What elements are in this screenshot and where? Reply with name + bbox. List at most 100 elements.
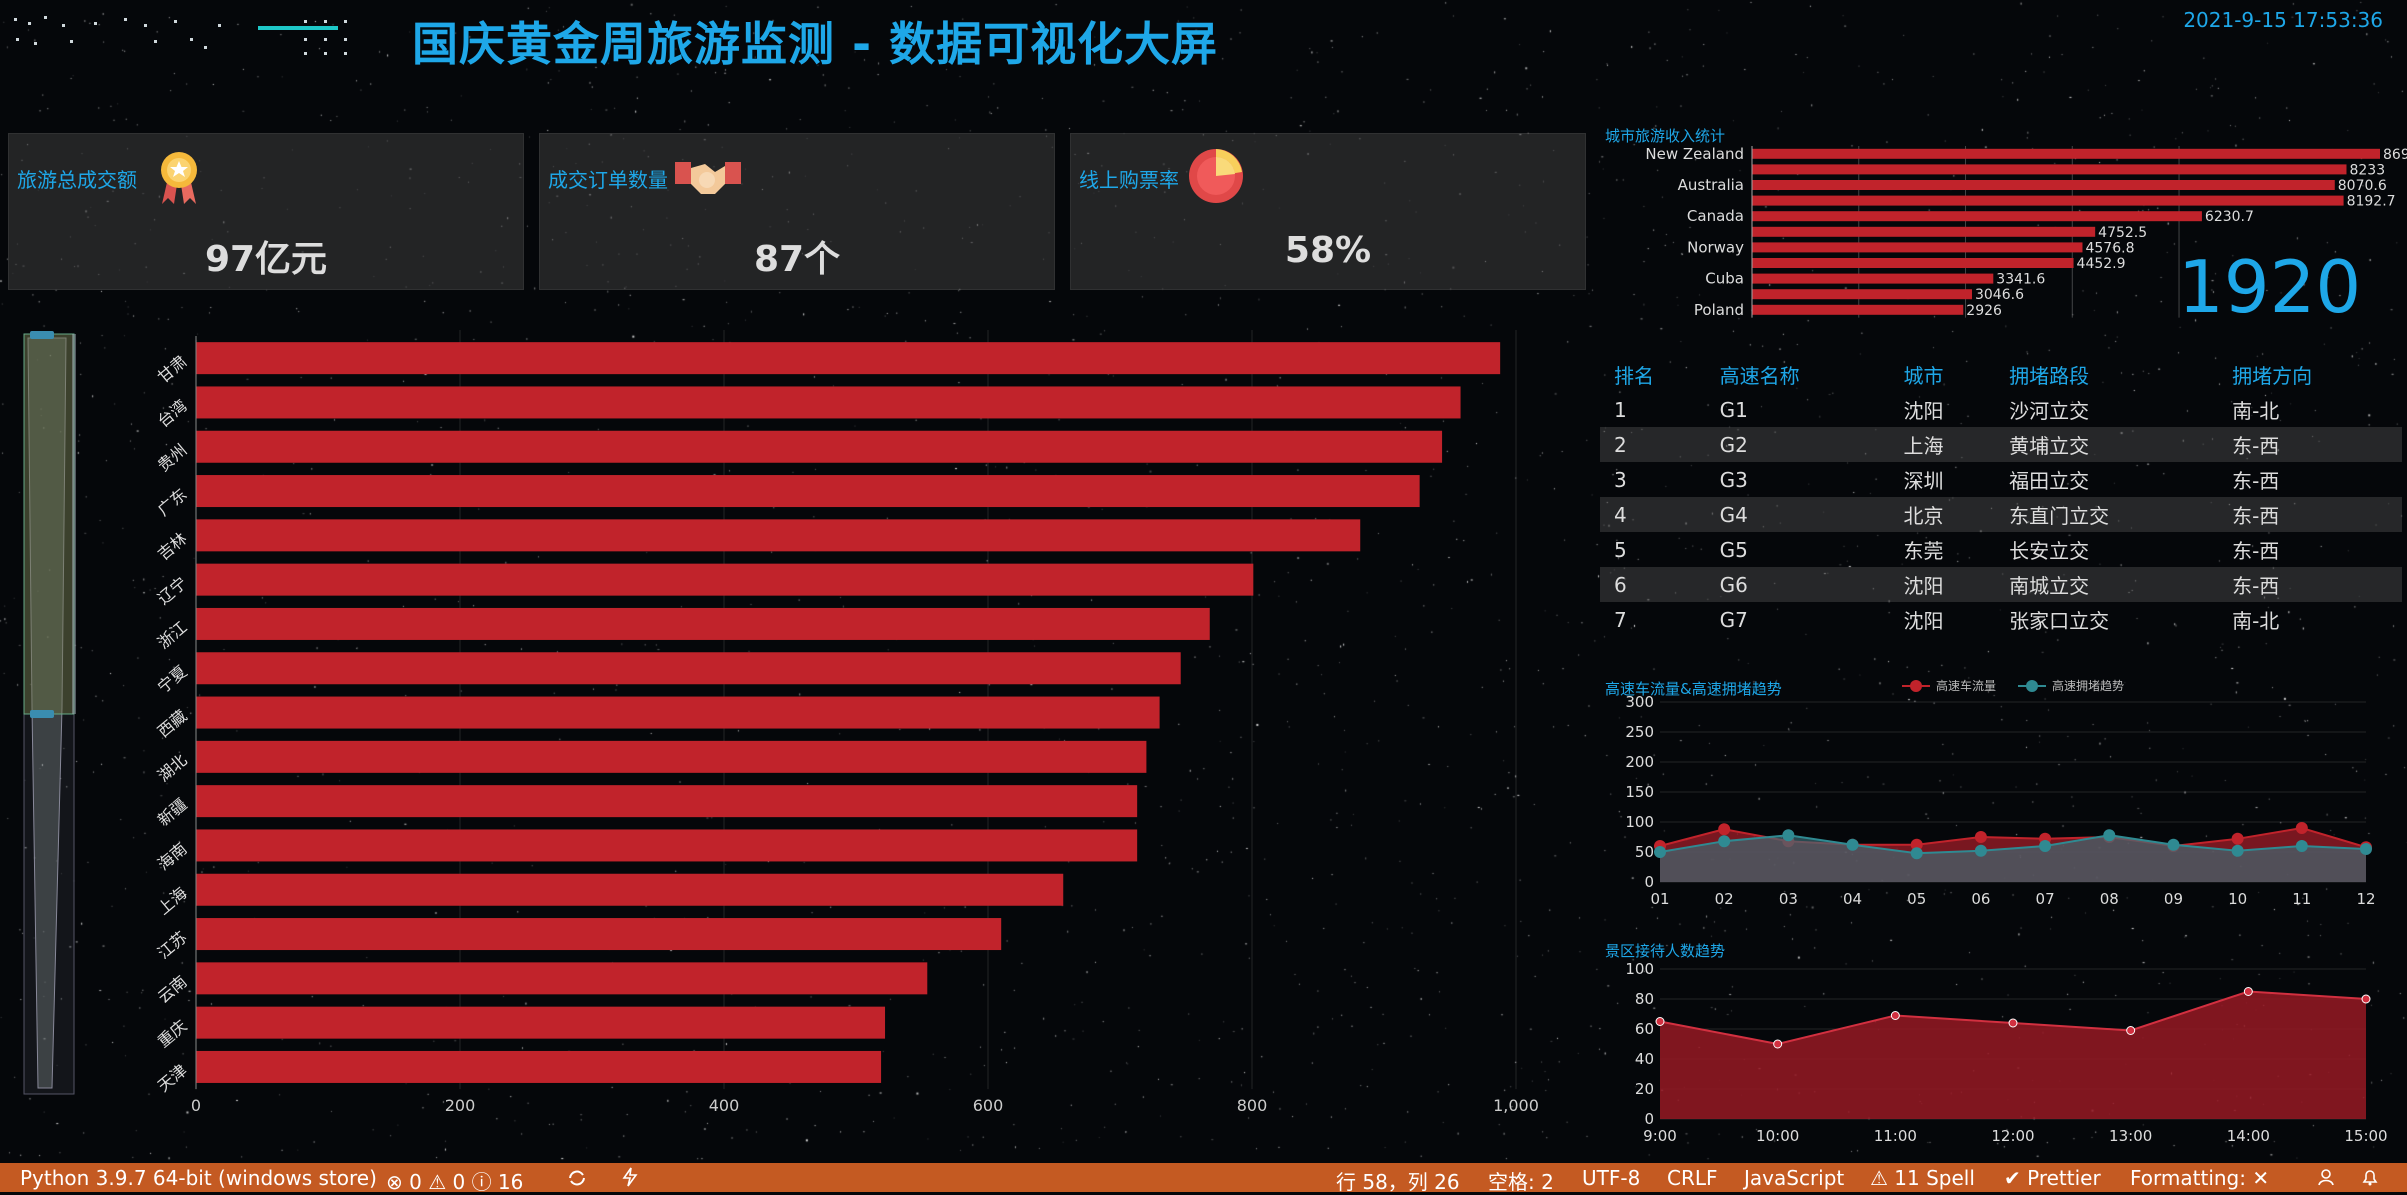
- data-point[interactable]: [2008, 1018, 2018, 1028]
- data-point[interactable]: [1773, 1039, 1783, 1049]
- table-cell: 1: [1614, 397, 1627, 422]
- bar[interactable]: [196, 696, 1160, 729]
- data-point[interactable]: [2167, 838, 2180, 851]
- data-label: 3341.6: [1996, 272, 2045, 288]
- data-point[interactable]: [2360, 843, 2372, 855]
- table-row[interactable]: 5 G5 东莞 长安立交 东-西: [1600, 532, 2402, 567]
- category-label: 广东: [154, 485, 191, 520]
- prettier-status[interactable]: ✔ Prettier: [2004, 1166, 2101, 1190]
- table-row[interactable]: 2 G2 上海 黄埔立交 东-西: [1600, 427, 2402, 462]
- bar[interactable]: [196, 607, 1210, 640]
- table-row[interactable]: 1 G1 沈阳 沙河立交 南-北: [1600, 392, 2402, 427]
- visitor-trend-chart: 0 20 40 60 80 100 9:00 10:00 11:00 12:00 13:00 14:0…: [1625, 960, 2387, 1145]
- data-point[interactable]: [1718, 823, 1731, 836]
- data-point[interactable]: [1846, 838, 1859, 851]
- bar[interactable]: [196, 962, 928, 995]
- data-point[interactable]: [2126, 1026, 2136, 1035]
- account-icon[interactable]: [2316, 1167, 2336, 1187]
- data-point[interactable]: [1974, 844, 1987, 857]
- bar[interactable]: [1752, 242, 2083, 253]
- table-row[interactable]: 6 G6 沈阳 南城立交 东-西: [1600, 567, 2402, 602]
- zoom-slider[interactable]: [16, 328, 76, 1098]
- data-point[interactable]: [2361, 994, 2371, 1004]
- data-label: 4752.5: [2098, 225, 2147, 241]
- data-point[interactable]: [1718, 835, 1731, 848]
- x-tick-label: 10:00: [1756, 1127, 1799, 1145]
- problems-indicator[interactable]: ⊗ 0 ⚠ 0 ⓘ 16: [386, 1170, 524, 1194]
- y-tick-label: 0: [1644, 1110, 1654, 1128]
- x-tick-label: 06: [1971, 890, 1990, 908]
- data-point[interactable]: [2243, 987, 2253, 996]
- bar[interactable]: [1752, 148, 2380, 159]
- bar[interactable]: [196, 652, 1181, 685]
- bar[interactable]: [196, 785, 1138, 818]
- table-cell: 南-北: [2232, 399, 2280, 423]
- table-cell: 东直门立交: [1995, 497, 2219, 532]
- x-tick-label: 15:00: [2344, 1127, 2387, 1145]
- bar[interactable]: [1752, 304, 1964, 315]
- traffic-table-panel: 排名 高速名称 城市 拥堵路段 拥堵方向 1 G1 沈阳 沙河立交 南-北 2 G2 上海 黄埔立交 东-…: [1600, 356, 2402, 637]
- legend-marker[interactable]: [2026, 680, 2038, 692]
- x-tick-label: 12:00: [1991, 1127, 2034, 1145]
- zoom-slider-handle-bottom[interactable]: [30, 710, 54, 718]
- bar[interactable]: [1752, 211, 2202, 222]
- bar[interactable]: [1752, 180, 2335, 190]
- data-point[interactable]: [1655, 1017, 1665, 1026]
- data-point[interactable]: [1974, 831, 1987, 843]
- data-point[interactable]: [2039, 840, 2052, 852]
- bar[interactable]: [196, 430, 1443, 463]
- bar[interactable]: [196, 829, 1138, 862]
- bar[interactable]: [1752, 226, 2096, 237]
- bar[interactable]: [196, 918, 1002, 951]
- bar[interactable]: [196, 475, 1420, 508]
- data-point[interactable]: [2295, 822, 2308, 834]
- data-point[interactable]: [1910, 847, 1923, 860]
- cursor-position[interactable]: 行 58，列 26: [1336, 1170, 1460, 1194]
- data-point[interactable]: [2231, 832, 2244, 845]
- data-label: 4452.9: [2077, 256, 2126, 272]
- language-mode[interactable]: JavaScript: [1744, 1166, 1845, 1190]
- bar[interactable]: [1752, 258, 2074, 268]
- python-interpreter[interactable]: Python 3.9.7 64-bit (windows store): [20, 1166, 377, 1190]
- bar[interactable]: [196, 386, 1461, 419]
- spell-checker[interactable]: ⚠ 11 Spell: [1870, 1166, 1975, 1190]
- data-label: 6230.7: [2205, 209, 2254, 225]
- data-point[interactable]: [2231, 844, 2244, 857]
- bar[interactable]: [1752, 195, 2344, 206]
- bar[interactable]: [1752, 164, 2347, 175]
- bar[interactable]: [196, 1050, 882, 1083]
- data-point[interactable]: [2295, 840, 2308, 852]
- bar[interactable]: [1752, 273, 1994, 284]
- data-point[interactable]: [2103, 829, 2116, 842]
- bar[interactable]: [1752, 289, 1972, 300]
- x-tick-label: 1,000: [1493, 1096, 1539, 1115]
- legend-marker[interactable]: [1910, 680, 1922, 692]
- lightning-icon[interactable]: [622, 1167, 638, 1187]
- bar[interactable]: [196, 873, 1064, 906]
- notification-bell-icon[interactable]: [2360, 1167, 2380, 1187]
- legend-label: 高速车流量: [1936, 678, 1996, 693]
- table-row[interactable]: 4 G4 北京 东直门立交 东-西: [1600, 497, 2402, 532]
- data-point[interactable]: [1782, 829, 1795, 842]
- data-point[interactable]: [1654, 846, 1666, 858]
- zoom-slider-handle-top[interactable]: [30, 331, 54, 339]
- category-label: 甘肃: [154, 352, 191, 387]
- bar[interactable]: [196, 519, 1361, 552]
- data-point[interactable]: [1890, 1011, 1900, 1020]
- sync-icon[interactable]: [566, 1169, 588, 1187]
- bar[interactable]: [196, 740, 1147, 773]
- x-tick-label: 600: [973, 1096, 1004, 1115]
- category-label: 西藏: [154, 706, 191, 741]
- bar[interactable]: [196, 342, 1501, 375]
- data-point[interactable]: [1910, 838, 1923, 851]
- formatting-status[interactable]: Formatting: ✕: [2130, 1166, 2270, 1190]
- table-row[interactable]: 3 G3 深圳 福田立交 东-西: [1600, 462, 2402, 497]
- encoding-setting[interactable]: UTF-8: [1582, 1166, 1641, 1190]
- table-cell: 5: [1614, 537, 1627, 562]
- bar[interactable]: [196, 563, 1254, 596]
- indent-setting[interactable]: 空格: 2: [1488, 1170, 1554, 1194]
- eol-setting[interactable]: CRLF: [1667, 1166, 1718, 1190]
- table-row[interactable]: 7 G7 沈阳 张家口立交 南-北: [1600, 602, 2402, 637]
- y-tick-label: 40: [1635, 1050, 1654, 1068]
- bar[interactable]: [196, 1006, 886, 1039]
